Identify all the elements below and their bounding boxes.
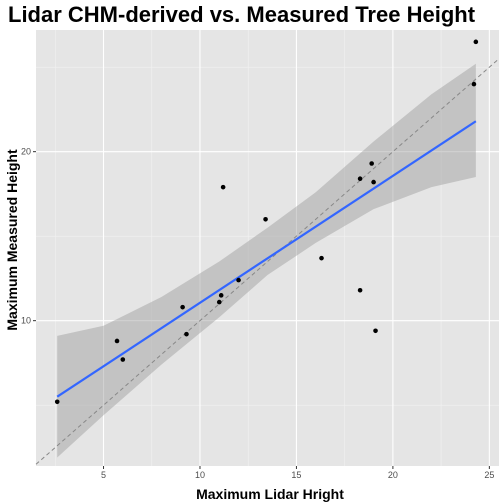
data-point — [114, 338, 120, 344]
plot-panel — [36, 30, 499, 466]
data-point — [373, 328, 378, 334]
fit-line-layer — [56, 120, 477, 398]
y-tick-label: 10 — [21, 316, 31, 326]
x-tick-label: 5 — [101, 470, 106, 480]
data-point — [357, 287, 363, 293]
data-point — [218, 293, 224, 298]
data-point — [180, 304, 185, 310]
reference-line-layer — [35, 58, 500, 465]
data-point — [236, 277, 241, 283]
data-point — [184, 331, 189, 337]
data-point — [371, 179, 376, 185]
data-point — [220, 184, 226, 190]
x-tick-label: 10 — [195, 470, 205, 480]
y-axis-ticks: 10 20 — [21, 147, 36, 326]
x-tick-label: 25 — [484, 470, 494, 480]
reference-line — [35, 58, 500, 465]
data-point — [369, 161, 374, 166]
data-point — [216, 299, 222, 305]
data-point — [120, 357, 126, 362]
x-axis-title: Maximum Lidar Hright — [196, 486, 344, 502]
fit-line — [56, 120, 477, 398]
y-axis-title: Maximum Measured Height — [4, 149, 20, 331]
x-axis-ticks: 5 10 15 20 25 — [101, 466, 494, 480]
chart-title: Lidar CHM-derived vs. Measured Tree Heig… — [8, 2, 476, 27]
data-point — [471, 81, 477, 87]
data-point — [357, 176, 363, 182]
data-point — [319, 255, 324, 261]
data-point — [473, 39, 479, 45]
data-point — [54, 399, 60, 405]
x-tick-label: 15 — [291, 470, 301, 480]
x-tick-label: 20 — [388, 470, 398, 480]
y-tick-label: 20 — [21, 147, 31, 157]
grid-lines — [36, 30, 499, 466]
data-points — [54, 39, 479, 405]
data-point — [263, 216, 268, 222]
